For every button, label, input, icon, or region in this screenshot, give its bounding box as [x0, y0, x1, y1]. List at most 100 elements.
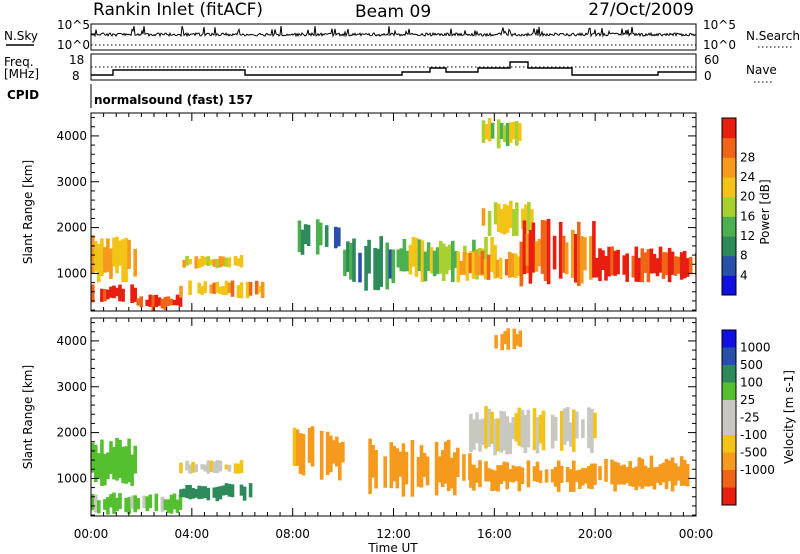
- scatter-cell: [673, 256, 678, 276]
- scatter-cell: [106, 238, 110, 272]
- scatter-cell: [474, 250, 479, 275]
- scatter-cell: [399, 248, 404, 272]
- colorbar-tick-label: 24: [740, 170, 755, 184]
- scatter-cell: [505, 462, 509, 490]
- power-colorbar-label: Power [dB]: [758, 179, 772, 244]
- scatter-cell: [341, 441, 345, 463]
- scatter-cell: [154, 493, 159, 511]
- scatter-cell: [511, 417, 516, 440]
- colorbar-tick-label: 16: [740, 209, 755, 223]
- scatter-cell: [324, 225, 329, 247]
- cpid-value: normalsound (fast) 157: [94, 93, 253, 107]
- scatter-cell: [163, 499, 168, 511]
- scatter-cell: [103, 247, 107, 273]
- scatter-cell: [462, 454, 466, 481]
- scatter-cell: [358, 252, 362, 283]
- scatter-cell: [91, 442, 95, 473]
- scatter-cell: [206, 256, 211, 266]
- freq-tick-top: 18: [69, 53, 84, 67]
- scatter-cell: [478, 460, 482, 488]
- scatter-cell: [443, 441, 448, 484]
- scatter-cell: [438, 240, 443, 274]
- scatter-cell: [100, 439, 104, 486]
- scatter-cell: [100, 288, 104, 302]
- scatter-cell: [169, 298, 174, 306]
- scatter-cell: [197, 258, 201, 268]
- nave-label: Nave: [746, 63, 777, 77]
- colorbar-tick-label: 4: [740, 268, 748, 282]
- scatter-cell: [637, 457, 642, 487]
- scatter-cell: [94, 241, 98, 272]
- scatter-cell: [495, 259, 500, 278]
- scatter-cell: [239, 282, 244, 299]
- scatter-cell: [405, 250, 410, 272]
- scatter-cell: [505, 123, 510, 147]
- nsky-tick-bottom: 10^0: [57, 38, 90, 52]
- scatter-cell: [188, 259, 192, 265]
- scatter-cell: [115, 236, 119, 274]
- scatter-cell: [505, 416, 509, 455]
- scatter-cell: [429, 247, 434, 274]
- scatter-cell: [206, 460, 211, 474]
- scatter-cell: [472, 419, 476, 450]
- x-tick-label: 12:00: [376, 527, 411, 541]
- y-tick-label: 3000: [56, 175, 87, 189]
- scatter-cell: [610, 459, 614, 485]
- scatter-cell: [550, 414, 555, 449]
- scatter-cell: [157, 297, 162, 306]
- scatter-cell: [469, 464, 473, 488]
- scatter-cell: [166, 499, 171, 513]
- scatter-cell: [456, 447, 460, 477]
- x-tick-label: 00:00: [74, 527, 109, 541]
- scatter-cell: [417, 239, 422, 271]
- scatter-cell: [145, 299, 149, 306]
- scatter-cell: [410, 440, 415, 497]
- scatter-cell: [531, 222, 536, 273]
- scatter-cell: [194, 256, 198, 269]
- scatter-cell: [526, 409, 531, 448]
- scatter-cell: [543, 220, 548, 281]
- scatter-cell: [236, 463, 241, 474]
- scatter-cell: [224, 464, 229, 470]
- scatter-cell: [658, 246, 663, 273]
- scatter-cell: [616, 462, 620, 485]
- scatter-cell: [540, 220, 545, 274]
- scatter-cell: [338, 442, 342, 481]
- scatter-cell: [688, 257, 693, 274]
- scatter-cell: [103, 453, 107, 486]
- scatter-cell: [475, 467, 479, 483]
- scatter-cell: [507, 251, 512, 278]
- colorbar-swatch: [722, 417, 736, 436]
- scatter-cell: [94, 494, 98, 513]
- freq-strip-frame: [90, 53, 697, 81]
- scatter-cell: [682, 459, 687, 486]
- power-colorbar: 4 8 12 16 20 24 28: [721, 117, 755, 296]
- scatter-cell: [166, 296, 171, 306]
- scatter-cell: [194, 489, 198, 498]
- colorbar-tick-label: -500: [740, 446, 767, 460]
- scatter-cell: [494, 335, 498, 349]
- scatter-cell: [121, 239, 125, 283]
- scatter-cell: [100, 238, 104, 277]
- scatter-cell: [127, 239, 131, 269]
- scatter-cell: [676, 466, 681, 481]
- scatter-cell: [203, 464, 207, 472]
- scatter-cell: [500, 334, 504, 351]
- scatter-cell: [532, 466, 537, 482]
- scatter-cell: [376, 248, 380, 291]
- scatter-cell: [499, 122, 504, 139]
- scatter-cell: [559, 465, 564, 483]
- scatter-cell: [432, 250, 437, 277]
- scatter-cell: [435, 247, 440, 274]
- scatter-cell: [652, 467, 657, 490]
- scatter-cell: [233, 463, 238, 474]
- scatter-cell: [679, 456, 684, 486]
- scatter-cell: [151, 295, 156, 311]
- nave-tick-top: 60: [704, 53, 719, 67]
- scatter-cell: [298, 433, 303, 474]
- scatter-cell: [532, 408, 537, 451]
- scatter-cell: [200, 464, 204, 470]
- scatter-cell: [301, 433, 306, 476]
- scatter-cell: [179, 462, 183, 474]
